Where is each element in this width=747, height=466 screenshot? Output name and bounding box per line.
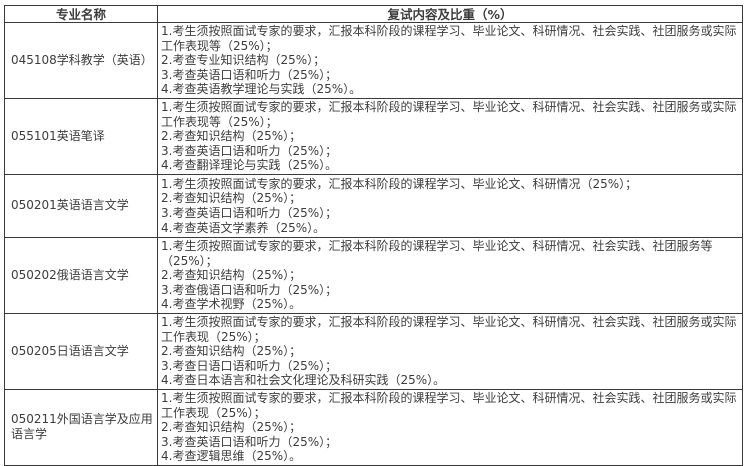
review-content-cell: 1.考生须按照面试专家的要求，汇报本科阶段的课程学习、毕业论文、科研情况、社会实… [157,97,743,175]
review-item-4: 4.考查翻译理论与实践（25%）。 [161,158,338,173]
review-item-2: 2.考查知识结构（25%）； [161,129,302,144]
major-name-cell: 050205日语语言文学 [4,312,158,390]
review-item-1: 1.考生须按照面试专家的要求，汇报本科阶段的课程学习、毕业论文、科研情况、社会实… [161,99,737,129]
header-row: 专业名称 复试内容及比重（%） [4,5,743,23]
review-item-2: 2.考查专业知识结构（25%）； [161,53,326,68]
review-item-3: 3.考查日语口语和听力（25%）； [161,358,338,373]
review-item-1: 1.考生须按照面试专家的要求，汇报本科阶段的课程学习、毕业论文、科研情况（25%… [161,176,638,191]
table-row: 050201英语语言文学 1.考生须按照面试专家的要求，汇报本科阶段的课程学习、… [4,173,743,238]
review-item-1: 1.考生须按照面试专家的要求，汇报本科阶段的课程学习、毕业论文、科研情况、社会实… [161,390,737,420]
review-item-4: 4.考查学术视野（25%）。 [161,297,302,312]
review-item-2: 2.考查知识结构（25%）； [161,420,302,435]
review-item-1: 1.考生须按照面试专家的要求，汇报本科阶段的课程学习、毕业论文、科研情况、社会实… [161,24,737,53]
review-item-3: 3.考查英语口语和听力（25%）； [161,205,338,220]
review-content-cell: 1.考生须按照面试专家的要求，汇报本科阶段的课程学习、毕业论文、科研情况、社会实… [157,312,743,390]
review-item-3: 3.考查俄语口语和听力（25%）； [161,282,338,297]
review-item-4: 4.考查日本语言和社会文化理论及科研实践（25%）。 [161,373,446,388]
review-content-cell: 1.考生须按照面试专家的要求，汇报本科阶段的课程学习、毕业论文、科研情况（25%… [157,173,743,238]
major-name-cell: 050211外国语言学及应用语言学 [4,388,158,466]
table-row: 055101英语笔译 1.考生须按照面试专家的要求，汇报本科阶段的课程学习、毕业… [4,97,743,175]
table-body: 045108学科教学（英语） 1.考生须按照面试专家的要求，汇报本科阶段的课程学… [4,22,743,466]
table-row: 050211外国语言学及应用语言学 1.考生须按照面试专家的要求，汇报本科阶段的… [4,388,743,466]
review-item-2: 2.考查知识结构（25%）； [161,191,302,206]
review-item-1: 1.考生须按照面试专家的要求，汇报本科阶段的课程学习、毕业论文、科研情况、社会实… [161,314,737,344]
major-name-cell: 050202俄语语言文学 [4,236,158,314]
review-item-2: 2.考查知识结构（25%）； [161,268,302,283]
review-item-4: 4.考查英语教学理论与实践（25%）。 [161,82,362,97]
table-row: 050205日语语言文学 1.考生须按照面试专家的要求，汇报本科阶段的课程学习、… [4,312,743,390]
table-row: 045108学科教学（英语） 1.考生须按照面试专家的要求，汇报本科阶段的课程学… [4,22,743,99]
col-header-major-name: 专业名称 [4,5,158,23]
review-item-4: 4.考查逻辑思维（25%）。 [161,449,302,464]
major-name-cell: 045108学科教学（英语） [4,22,158,99]
review-item-4: 4.考查英语文学素养（25%）。 [161,220,326,235]
review-content-cell: 1.考生须按照面试专家的要求，汇报本科阶段的课程学习、毕业论文、科研情况、社会实… [157,388,743,466]
col-header-review-content: 复试内容及比重（%） [157,5,743,23]
review-item-2: 2.考查知识结构（25%）； [161,344,302,359]
table-row: 050202俄语语言文学 1.考生须按照面试专家的要求，汇报本科阶段的课程学习、… [4,236,743,314]
major-name-cell: 050201英语语言文学 [4,173,158,238]
review-item-1: 1.考生须按照面试专家的要求，汇报本科阶段的课程学习、毕业论文、科研情况、社会实… [161,238,713,268]
review-item-3: 3.考查英语口语和听力（25%）； [161,434,338,449]
major-name-cell: 055101英语笔译 [4,97,158,175]
review-item-3: 3.考查英语口语和听力（25%）； [161,143,338,158]
review-item-3: 3.考查英语口语和听力（25%）； [161,67,338,82]
review-content-cell: 1.考生须按照面试专家的要求，汇报本科阶段的课程学习、毕业论文、科研情况、社会实… [157,22,743,99]
review-content-cell: 1.考生须按照面试专家的要求，汇报本科阶段的课程学习、毕业论文、科研情况、社会实… [157,236,743,314]
majors-review-table: 专业名称 复试内容及比重（%） 045108学科教学（英语） 1.考生须按照面试… [4,5,743,466]
